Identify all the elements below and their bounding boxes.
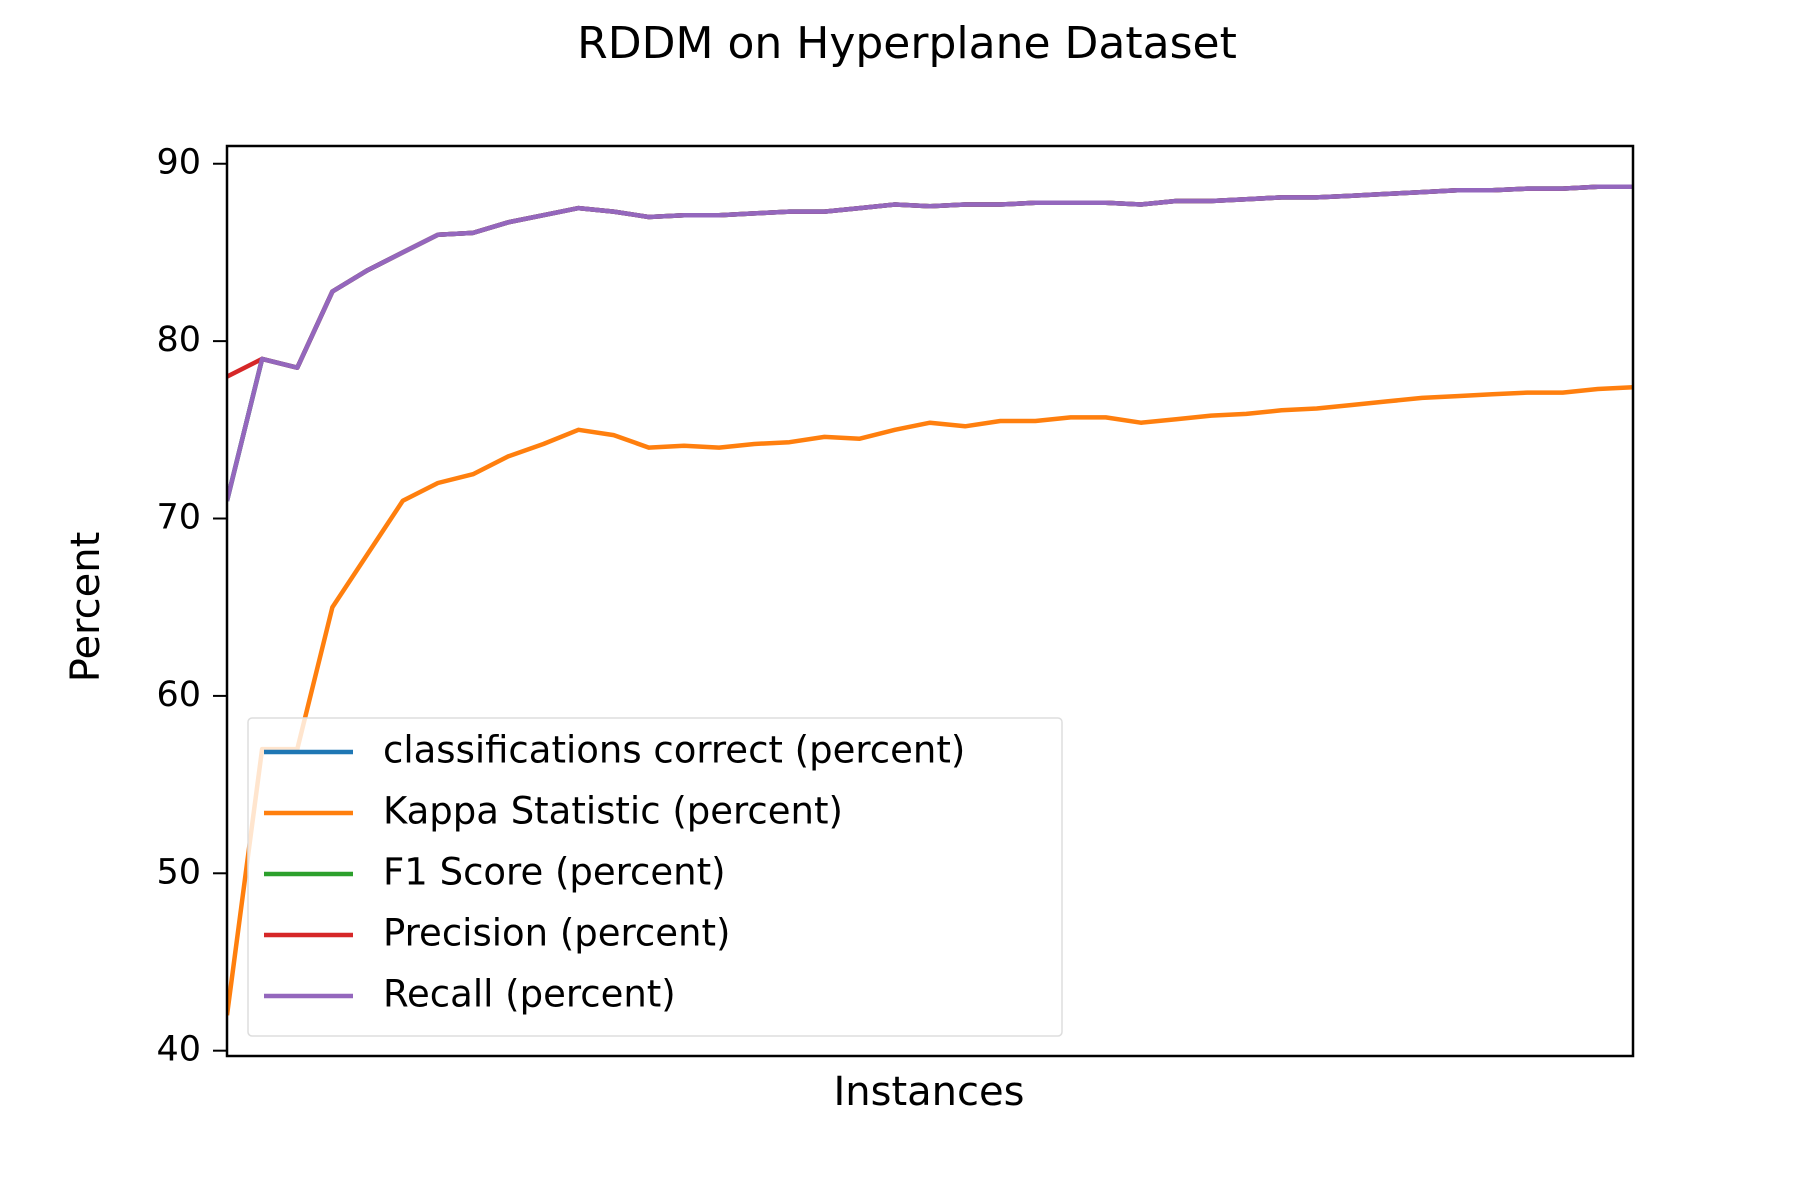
- legend-label: Precision (percent): [383, 912, 730, 955]
- legend-label: Kappa Statistic (percent): [383, 790, 843, 833]
- series-line: [227, 184, 1633, 379]
- y-tick-label: 50: [156, 852, 201, 892]
- chart-title: RDDM on Hyperplane Dataset: [577, 18, 1237, 69]
- plot-frame: [225, 144, 1635, 1058]
- legend-label: Recall (percent): [383, 973, 676, 1016]
- legend-label: classifications correct (percent): [383, 729, 965, 772]
- y-tick-label: 90: [156, 143, 201, 183]
- series-line: [227, 384, 1633, 1016]
- y-tick-label: 80: [156, 320, 201, 360]
- legend-box: [247, 717, 1063, 1037]
- y-axis-label: Percent: [63, 532, 109, 683]
- y-tick-label: 70: [156, 498, 201, 538]
- legend-label: F1 Score (percent): [383, 851, 726, 894]
- x-axis-label: Instances: [834, 1069, 1025, 1115]
- y-tick-label: 40: [156, 1030, 201, 1070]
- series-line: [227, 184, 1633, 502]
- y-tick-label: 60: [156, 675, 201, 715]
